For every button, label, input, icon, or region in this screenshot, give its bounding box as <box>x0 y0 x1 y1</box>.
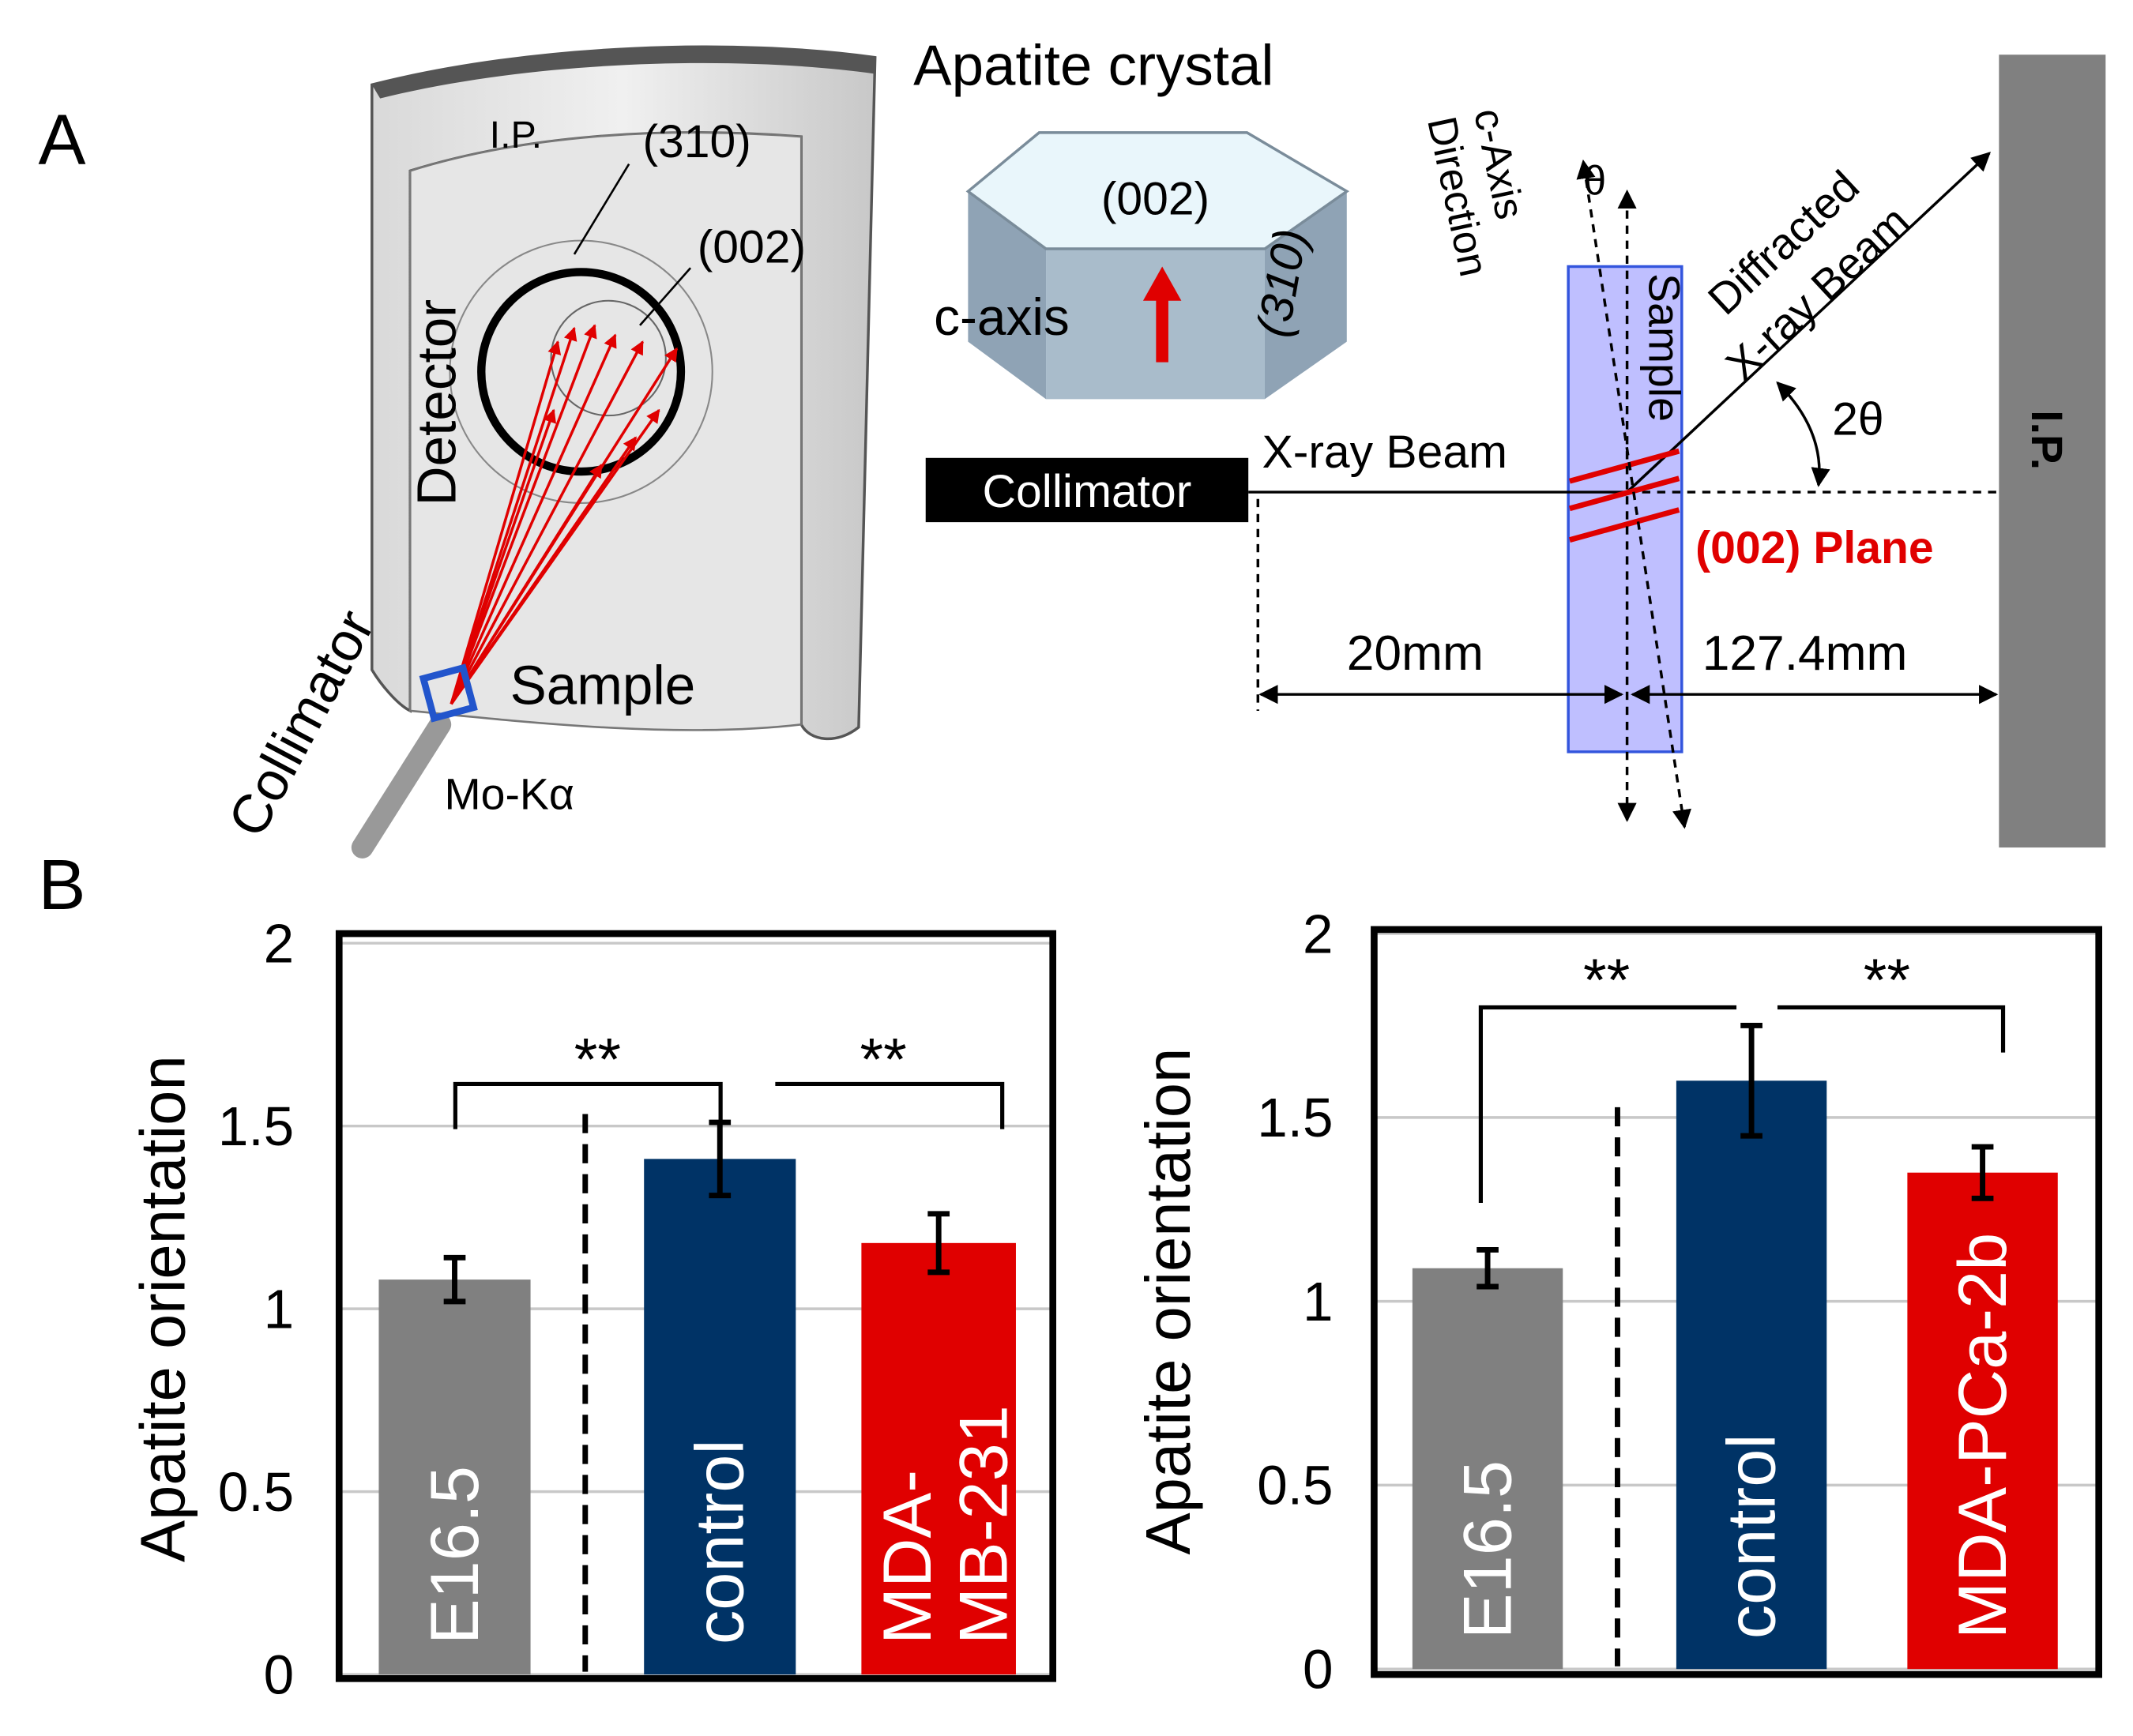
significance-bracket <box>775 1081 1005 1129</box>
y-tick-label: 0 <box>264 1644 295 1705</box>
y-tick-label: 0.5 <box>1257 1455 1333 1516</box>
error-bar <box>443 1254 466 1305</box>
bar <box>1676 1080 1827 1670</box>
significance-stars: ** <box>860 1026 906 1093</box>
label: (002) <box>698 221 806 272</box>
bar-label: control <box>1714 1434 1790 1639</box>
plot-frame <box>335 930 1057 1682</box>
label: Sample <box>1639 273 1688 422</box>
bar <box>644 1159 796 1675</box>
y-tick-label: 0 <box>1303 1638 1334 1700</box>
label: c-axis <box>934 287 1070 346</box>
bar-label: control <box>683 1439 758 1644</box>
bar <box>1907 1172 2058 1670</box>
y-axis-title: Apatite orientation <box>128 1055 198 1562</box>
significance-bracket <box>1478 1005 1737 1204</box>
label: I.P. <box>490 114 542 156</box>
significance-bracket <box>1777 1005 2006 1053</box>
bar-label: MDA-PCa-2b <box>1945 1233 2021 1639</box>
error-bar <box>709 1119 732 1199</box>
y-tick-label: 2 <box>1303 903 1334 964</box>
significance-stars: ** <box>1864 947 1910 1014</box>
error-bar <box>1477 1246 1499 1290</box>
panel-label: B <box>39 846 86 925</box>
label: Collimator <box>983 466 1192 517</box>
error-bar <box>1740 1023 1762 1139</box>
bar-label: MDA-MB-231 <box>870 1405 1022 1644</box>
y-tick-label: 1.5 <box>218 1095 294 1157</box>
bar <box>861 1242 1016 1675</box>
label: Detector <box>405 299 467 506</box>
y-axis-title: Apatite orientation <box>1133 1048 1203 1555</box>
label: (002) <box>1101 174 1209 225</box>
label: Apatite crystal <box>913 33 1273 97</box>
y-tick-label: 0.5 <box>218 1461 294 1523</box>
label: 127.4mm <box>1702 626 1908 681</box>
significance-bracket <box>453 1081 723 1129</box>
error-bar <box>927 1211 950 1276</box>
label: 20mm <box>1347 626 1484 681</box>
significance-stars: ** <box>574 1026 621 1093</box>
y-tick-label: 1 <box>1303 1271 1334 1332</box>
bar-label: E16.5 <box>417 1466 493 1644</box>
bar-label: E16.5 <box>1450 1460 1525 1639</box>
bar <box>1412 1268 1563 1670</box>
bar <box>378 1279 531 1675</box>
crystal-drawing <box>965 131 1349 400</box>
plot-frame <box>1371 926 2103 1678</box>
y-tick-label: 1.5 <box>1257 1087 1333 1148</box>
detector-drawing <box>351 45 877 859</box>
label: Mo-Kα <box>445 770 574 819</box>
label: I.P. <box>2022 410 2071 470</box>
label: (310) <box>642 116 750 167</box>
y-tick-label: 1 <box>264 1278 295 1340</box>
error-bar <box>1971 1144 1994 1201</box>
label: Collimator <box>216 600 386 847</box>
label: X-ray Beam <box>1262 426 1507 478</box>
panel-label: A <box>39 101 86 180</box>
label: (002) Plane <box>1695 523 1934 573</box>
diffraction-schematic <box>925 54 2106 848</box>
y-tick-label: 2 <box>264 912 295 974</box>
significance-stars: ** <box>1583 947 1630 1014</box>
label: θ <box>1583 158 1606 204</box>
label: 2θ <box>1832 393 1883 445</box>
label: Sample <box>510 654 696 716</box>
